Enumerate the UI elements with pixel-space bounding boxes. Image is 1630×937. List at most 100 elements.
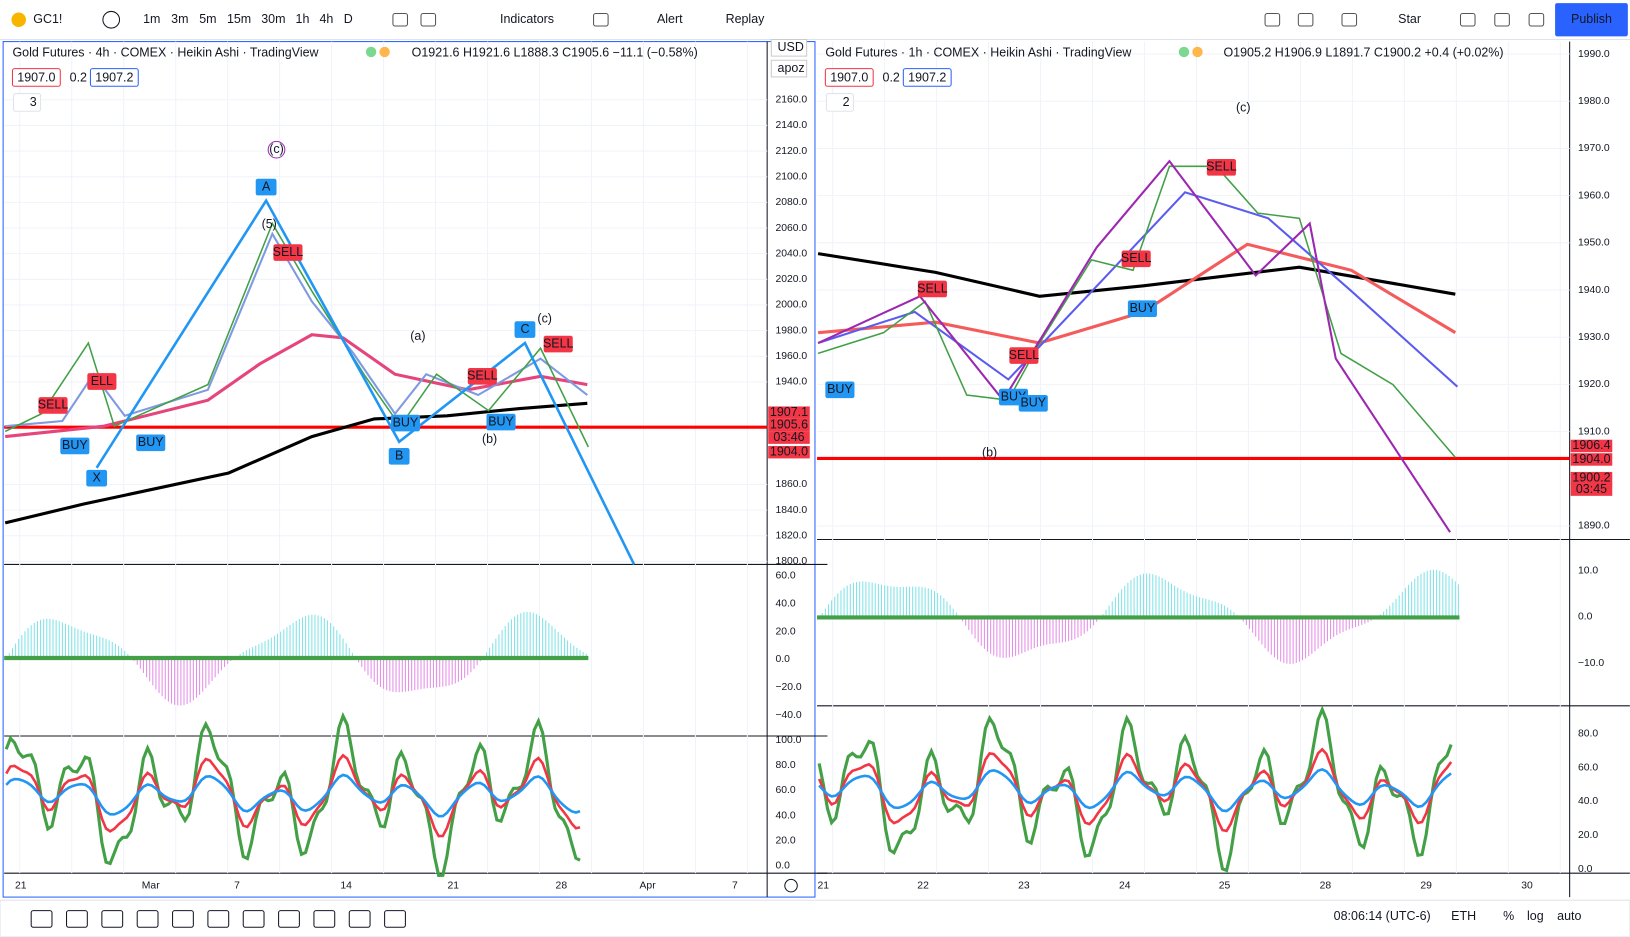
rsi-tick: 60.0	[775, 785, 795, 796]
publish-button[interactable]	[1555, 3, 1628, 37]
price-tick: 1930.0	[1578, 332, 1610, 343]
marker	[136, 434, 166, 452]
wave-label: (c)	[269, 142, 284, 156]
tool-icon[interactable]	[593, 12, 609, 27]
marker-label: SELL	[38, 398, 69, 412]
price-tick: 1800.0	[775, 556, 807, 567]
price-tick: 2020.0	[775, 274, 807, 285]
marker-label: X	[93, 470, 102, 484]
session[interactable]: ETH	[1451, 909, 1476, 923]
osc-tick: 0.0	[775, 654, 790, 665]
osc-tick: −10.0	[1578, 658, 1604, 669]
marker	[514, 321, 536, 338]
marker	[255, 178, 277, 196]
interval[interactable]: 30m	[261, 12, 285, 26]
drawing-tool[interactable]	[30, 910, 53, 928]
drawing-tool[interactable]	[172, 910, 194, 928]
add-symbol[interactable]	[102, 10, 121, 29]
tool-icon[interactable]	[1459, 12, 1476, 27]
tool-icon[interactable]	[1494, 12, 1510, 27]
time-tick: 14	[340, 880, 352, 891]
log-toggle[interactable]: log	[1527, 909, 1544, 923]
price-label-bg	[768, 445, 810, 459]
price-tick: 1940.0	[1578, 285, 1610, 296]
price-tick: 1840.0	[775, 505, 807, 516]
status-dot	[379, 46, 390, 58]
rsi-line	[817, 705, 1453, 873]
drawing-tool[interactable]	[136, 910, 159, 928]
osc-tick: 60.0	[775, 571, 795, 582]
layout-button[interactable]: Star	[1398, 12, 1421, 26]
symbol[interactable]: GC1!	[33, 12, 62, 26]
tool-icon[interactable]	[420, 12, 437, 27]
tool-icon[interactable]	[1528, 12, 1545, 27]
price-tick: 1820.0	[775, 530, 807, 541]
auto-toggle[interactable]: auto	[1557, 909, 1581, 923]
price-tick: 2140.0	[775, 120, 807, 131]
tool-icon[interactable]	[1297, 12, 1314, 27]
drawing-tool[interactable]	[313, 910, 336, 928]
settings[interactable]	[784, 878, 798, 893]
replay-button[interactable]: Replay	[726, 12, 766, 26]
drawing-tool[interactable]	[242, 910, 265, 928]
drawing-tool[interactable]	[278, 910, 300, 928]
interval[interactable]: 3m	[171, 12, 188, 26]
drawing-tool[interactable]	[207, 910, 230, 928]
indicator-count[interactable]: 2	[843, 95, 850, 109]
wave-label: (c)	[1236, 100, 1251, 114]
interval[interactable]: D	[344, 12, 353, 26]
interval[interactable]: 5m	[199, 12, 216, 26]
price-tick: 1860.0	[775, 479, 807, 490]
indicator-count[interactable]: 3	[30, 95, 37, 109]
time-tick: 28	[1320, 880, 1332, 891]
publish-label[interactable]: Publish	[1571, 12, 1612, 26]
interval[interactable]: 1h	[296, 12, 310, 26]
axis-button-label[interactable]: apoz	[778, 61, 805, 75]
price-label: 1907.1	[770, 405, 808, 419]
price-label-bg	[1570, 471, 1613, 485]
tool-icon[interactable]	[392, 12, 409, 27]
chart-title: Gold Futures · 4h · COMEX · Heikin Ashi …	[12, 45, 319, 59]
drawing-tool[interactable]	[66, 910, 88, 928]
marker	[60, 437, 90, 455]
indicator-toggle[interactable]	[825, 93, 854, 112]
interval[interactable]: 1m	[143, 12, 160, 26]
ma-line	[4, 401, 588, 525]
marker-label: SELL	[467, 369, 498, 383]
price-tick: 1940.0	[775, 377, 807, 388]
ohlc: O1905.2 H1906.9 L1891.7 C1900.2 +0.4 (+0…	[1223, 45, 1503, 59]
ohlc: O1921.6 H1921.6 L1888.3 C1905.6 −11.1 (−…	[412, 45, 698, 59]
axis-button-label[interactable]: USD	[778, 40, 804, 54]
time-tick: 23	[1018, 880, 1030, 891]
rsi-tick: 80.0	[775, 760, 795, 771]
marker-label: SELL	[273, 245, 304, 259]
price-label: 1905.6	[770, 417, 808, 431]
marker-label: BUY	[138, 435, 164, 449]
drawing-tool[interactable]	[101, 910, 124, 928]
status-dot	[1178, 46, 1190, 58]
rsi-line	[4, 711, 581, 877]
tool-icon[interactable]	[1264, 12, 1281, 27]
ask: 1907.2	[908, 70, 946, 84]
price-tick: 1910.0	[1578, 426, 1610, 437]
osc-tick: −20.0	[775, 682, 801, 693]
price-label-bg	[1570, 453, 1613, 466]
drawing-tool[interactable]	[384, 910, 406, 928]
indicator-toggle[interactable]	[12, 93, 42, 112]
alert-button[interactable]: Alert	[657, 12, 683, 26]
marker	[917, 280, 947, 298]
price-tick: 2100.0	[775, 171, 807, 182]
axis-button[interactable]	[770, 38, 808, 57]
drawing-tool[interactable]	[348, 910, 371, 928]
axis-button[interactable]	[770, 59, 808, 78]
tool-icon[interactable]	[1341, 12, 1358, 27]
interval[interactable]: 15m	[227, 12, 251, 26]
marker	[273, 244, 303, 261]
percent-toggle[interactable]: %	[1503, 909, 1514, 923]
ask: 1907.2	[95, 70, 133, 84]
interval[interactable]: 4h	[319, 12, 333, 26]
price-line	[4, 221, 590, 448]
indicators-button[interactable]: Indicators	[500, 12, 554, 26]
marker-label: SELL	[543, 336, 574, 350]
